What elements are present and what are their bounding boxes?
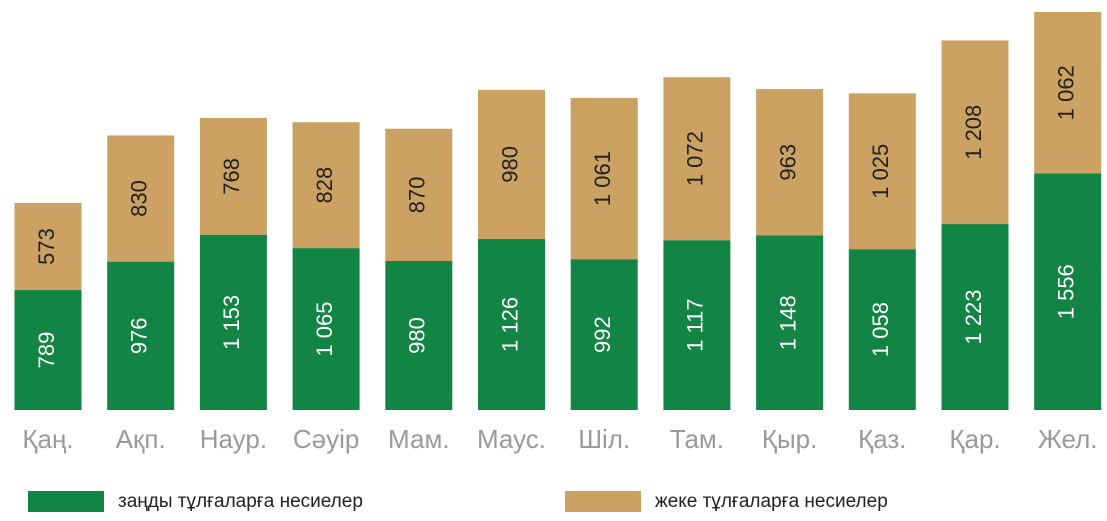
bar-segment [941, 40, 1009, 225]
bar-segment [848, 93, 916, 250]
bar-segment [1034, 12, 1102, 174]
bar-segment [478, 89, 545, 239]
bar-segment [663, 77, 731, 241]
bar-segment [941, 224, 1009, 410]
x-tick-label: Наур. [200, 424, 267, 454]
legend-swatch [28, 491, 104, 512]
value-label: 976 [127, 317, 152, 354]
x-tick-label: Жел. [1038, 424, 1098, 454]
bar-segment [385, 261, 453, 410]
bar-segment [14, 202, 82, 291]
value-label: 963 [775, 144, 800, 181]
bar-segment [570, 259, 638, 410]
value-label: 1 061 [590, 151, 615, 206]
value-label: 980 [497, 146, 522, 183]
x-tick-label: Ақп. [116, 424, 166, 454]
x-tick-label: Қаң. [22, 424, 73, 454]
bar-segment [756, 235, 824, 410]
value-label: 1 126 [497, 297, 522, 352]
value-label: 830 [127, 180, 152, 217]
x-tick-label: Шіл. [578, 424, 630, 454]
legend-label: жеке тұлғаларға несиелер [655, 491, 888, 512]
value-label: 1 223 [961, 290, 986, 345]
x-tick-label: Қар. [949, 424, 1000, 454]
value-label: 1 117 [683, 298, 708, 351]
bar-segment [292, 248, 360, 410]
bar-segment [107, 261, 175, 410]
value-label: 828 [312, 167, 337, 204]
bar-segment [292, 122, 360, 249]
value-label: 1 058 [868, 302, 893, 357]
value-label: 768 [219, 158, 244, 195]
value-label: 789 [34, 332, 59, 369]
value-label: 1 025 [868, 144, 893, 199]
value-label: 1 208 [961, 105, 986, 160]
value-label: 870 [405, 177, 430, 214]
value-label: 573 [34, 228, 59, 265]
bar-segment [385, 128, 453, 262]
bar-segment [663, 240, 731, 410]
value-label: 1 072 [683, 131, 708, 186]
x-tick-label: Маус. [477, 424, 546, 454]
bar-segment [199, 117, 267, 235]
bar-segment [478, 238, 545, 410]
bar-segment [848, 249, 916, 410]
bar-segment [107, 135, 175, 262]
value-label: 980 [405, 317, 430, 354]
x-tick-label: Қыр. [762, 424, 818, 454]
bar-segment [570, 97, 638, 260]
bar-segment [14, 290, 82, 410]
value-label: 1 148 [775, 295, 800, 350]
x-tick-label: Қаз. [858, 424, 906, 454]
bar-segment [756, 89, 824, 236]
value-label: 1 065 [312, 302, 337, 357]
value-label: 1 062 [1054, 65, 1079, 120]
x-tick-label: Мам. [388, 424, 450, 454]
x-tick-label: Там. [670, 424, 724, 454]
legend-swatch [565, 491, 641, 512]
legend-label: заңды тұлғаларға несиелер [118, 491, 363, 512]
x-tick-label: Сәуір [293, 424, 359, 454]
value-label: 1 153 [219, 295, 244, 350]
value-label: 992 [590, 316, 615, 353]
bar-segment [1034, 173, 1102, 410]
bar-segment [199, 234, 267, 410]
value-label: 1 556 [1054, 264, 1079, 319]
